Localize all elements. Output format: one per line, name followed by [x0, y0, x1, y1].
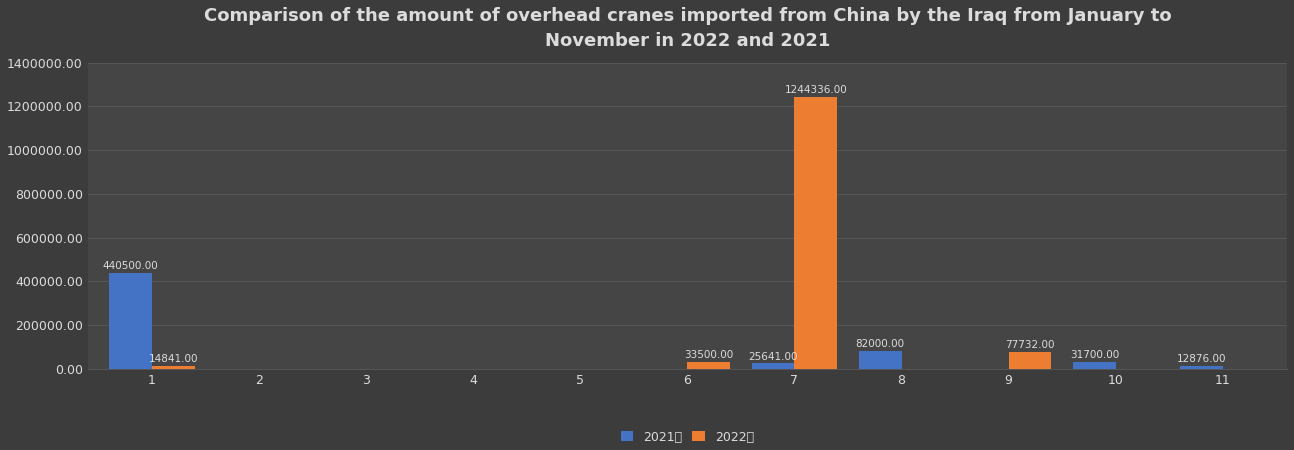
- Text: 440500.00: 440500.00: [102, 261, 158, 271]
- Bar: [109, 273, 151, 369]
- Bar: [795, 97, 837, 369]
- Text: 82000.00: 82000.00: [855, 339, 905, 349]
- Bar: [151, 366, 195, 369]
- Text: 77732.00: 77732.00: [1005, 340, 1055, 350]
- Bar: [1073, 362, 1115, 369]
- Bar: [859, 351, 902, 369]
- Title: Comparison of the amount of overhead cranes imported from China by the Iraq from: Comparison of the amount of overhead cra…: [203, 7, 1171, 50]
- Bar: [1008, 352, 1052, 369]
- Text: 25641.00: 25641.00: [748, 351, 798, 362]
- Text: 33500.00: 33500.00: [685, 350, 734, 360]
- Text: 1244336.00: 1244336.00: [784, 85, 848, 95]
- Legend: 2021年, 2022年: 2021年, 2022年: [616, 426, 760, 449]
- Text: 14841.00: 14841.00: [149, 354, 198, 364]
- Text: 12876.00: 12876.00: [1176, 355, 1227, 365]
- Bar: [1180, 366, 1223, 369]
- Bar: [752, 364, 795, 369]
- Bar: [687, 362, 730, 369]
- Text: 31700.00: 31700.00: [1070, 350, 1119, 360]
